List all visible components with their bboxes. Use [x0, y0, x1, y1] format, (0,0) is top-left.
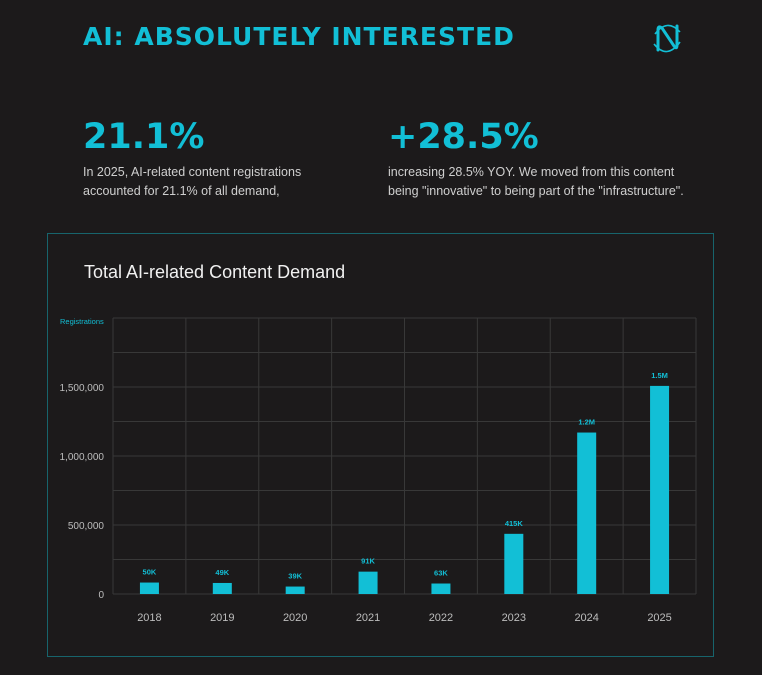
- data-label: 1.2M: [578, 418, 595, 427]
- data-label: 415K: [505, 519, 524, 528]
- bar: [212, 582, 232, 594]
- x-tick-label: 2019: [210, 612, 234, 624]
- bar: [285, 586, 305, 594]
- bar: [504, 533, 524, 594]
- x-tick-label: 2025: [647, 612, 671, 624]
- bar: [358, 571, 378, 594]
- stat-yoy-growth-value: +28.5%: [388, 117, 539, 157]
- y-tick-label: 1,500,000: [60, 383, 105, 394]
- y-axis-title: Registrations: [60, 317, 104, 326]
- data-label: 63K: [434, 569, 448, 578]
- data-label: 50K: [143, 568, 157, 577]
- stat-yoy-growth-desc: increasing 28.5% YOY. We moved from this…: [388, 163, 718, 201]
- bar: [650, 385, 670, 594]
- chart-card: [47, 233, 714, 657]
- bar: [139, 582, 159, 594]
- y-tick-label: 0: [98, 590, 104, 601]
- stat-yoy-growth-desc-line: increasing 28.5% YOY. We moved from this…: [388, 165, 675, 179]
- stat-ai-share-desc-line: accounted for 21.1% of all demand,: [83, 184, 280, 198]
- data-label: 91K: [361, 557, 375, 566]
- stat-ai-share-value: 21.1%: [83, 117, 205, 157]
- y-tick-label: 1,000,000: [60, 452, 105, 463]
- stat-yoy-growth: +28.5% increasing 28.5% YOY. We moved fr…: [388, 117, 718, 201]
- data-label: 1.5M: [651, 371, 668, 380]
- x-tick-label: 2024: [574, 612, 598, 624]
- x-tick-label: 2022: [429, 612, 453, 624]
- y-tick-label: 500,000: [68, 521, 105, 532]
- data-label: 49K: [215, 568, 229, 577]
- brand-logo-icon: [653, 24, 681, 53]
- x-tick-label: 2023: [502, 612, 526, 624]
- x-tick-label: 2018: [137, 612, 161, 624]
- bar: [577, 432, 597, 594]
- stat-ai-share-desc: In 2025, AI-related content registration…: [83, 163, 343, 201]
- page-title: AI: ABSOLUTELY INTERESTED: [83, 22, 515, 51]
- stat-ai-share: 21.1% In 2025, AI-related content regist…: [83, 117, 343, 201]
- x-tick-label: 2020: [283, 612, 307, 624]
- stat-yoy-growth-desc-line: being "innovative" to being part of the …: [388, 184, 684, 198]
- chart-title: Total AI-related Content Demand: [84, 262, 346, 282]
- x-tick-label: 2021: [356, 612, 380, 624]
- bar: [431, 583, 451, 594]
- stat-ai-share-desc-line: In 2025, AI-related content registration…: [83, 165, 302, 179]
- data-label: 39K: [288, 572, 302, 581]
